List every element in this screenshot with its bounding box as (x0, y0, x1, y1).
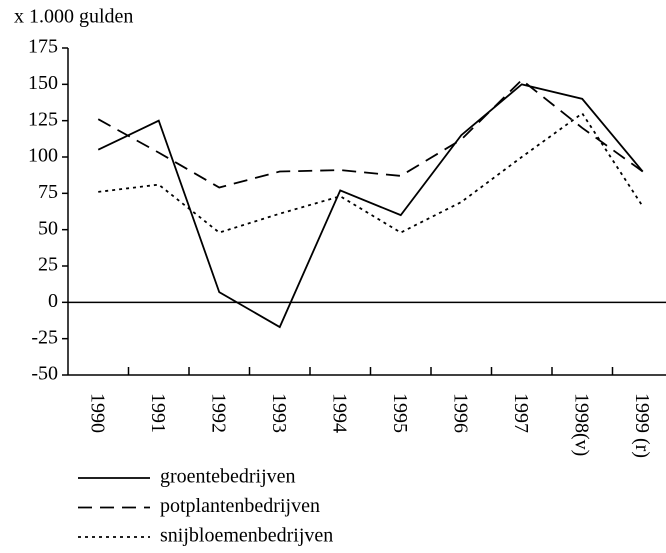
y-tick-label: -50 (31, 363, 58, 385)
x-tick-label: 1999 (r) (631, 393, 653, 458)
y-tick-label: 100 (28, 145, 58, 167)
legend-label: snijbloemenbedrijven (160, 525, 333, 547)
x-tick-label: 1991 (147, 393, 169, 433)
legend-label: groentebedrijven (160, 466, 296, 488)
x-tick-label: 1995 (389, 393, 411, 433)
series-line (98, 112, 644, 234)
y-tick-label: 125 (28, 108, 58, 130)
y-axis-label: x 1.000 gulden (14, 6, 133, 28)
y-tick-label: 25 (38, 254, 58, 276)
series-line (97, 78, 644, 189)
x-tick-label: 1997 (510, 393, 532, 433)
y-tick-label: 0 (48, 290, 58, 312)
x-tick-label: 1996 (450, 393, 472, 433)
x-tick-label: 1998(v) (571, 393, 593, 456)
x-tick-label: 1994 (329, 393, 351, 433)
y-tick-label: 175 (28, 36, 58, 58)
x-tick-label: 1992 (208, 393, 230, 433)
series-line (97, 83, 644, 329)
x-tick-label: 1990 (87, 393, 109, 433)
legend-label: potplantenbedrijven (160, 495, 320, 517)
y-tick-label: 75 (38, 181, 58, 203)
x-tick-label: 1993 (268, 393, 290, 433)
y-tick-label: 50 (38, 217, 58, 239)
y-tick-label: -25 (31, 326, 58, 348)
y-tick-label: 150 (28, 72, 58, 94)
